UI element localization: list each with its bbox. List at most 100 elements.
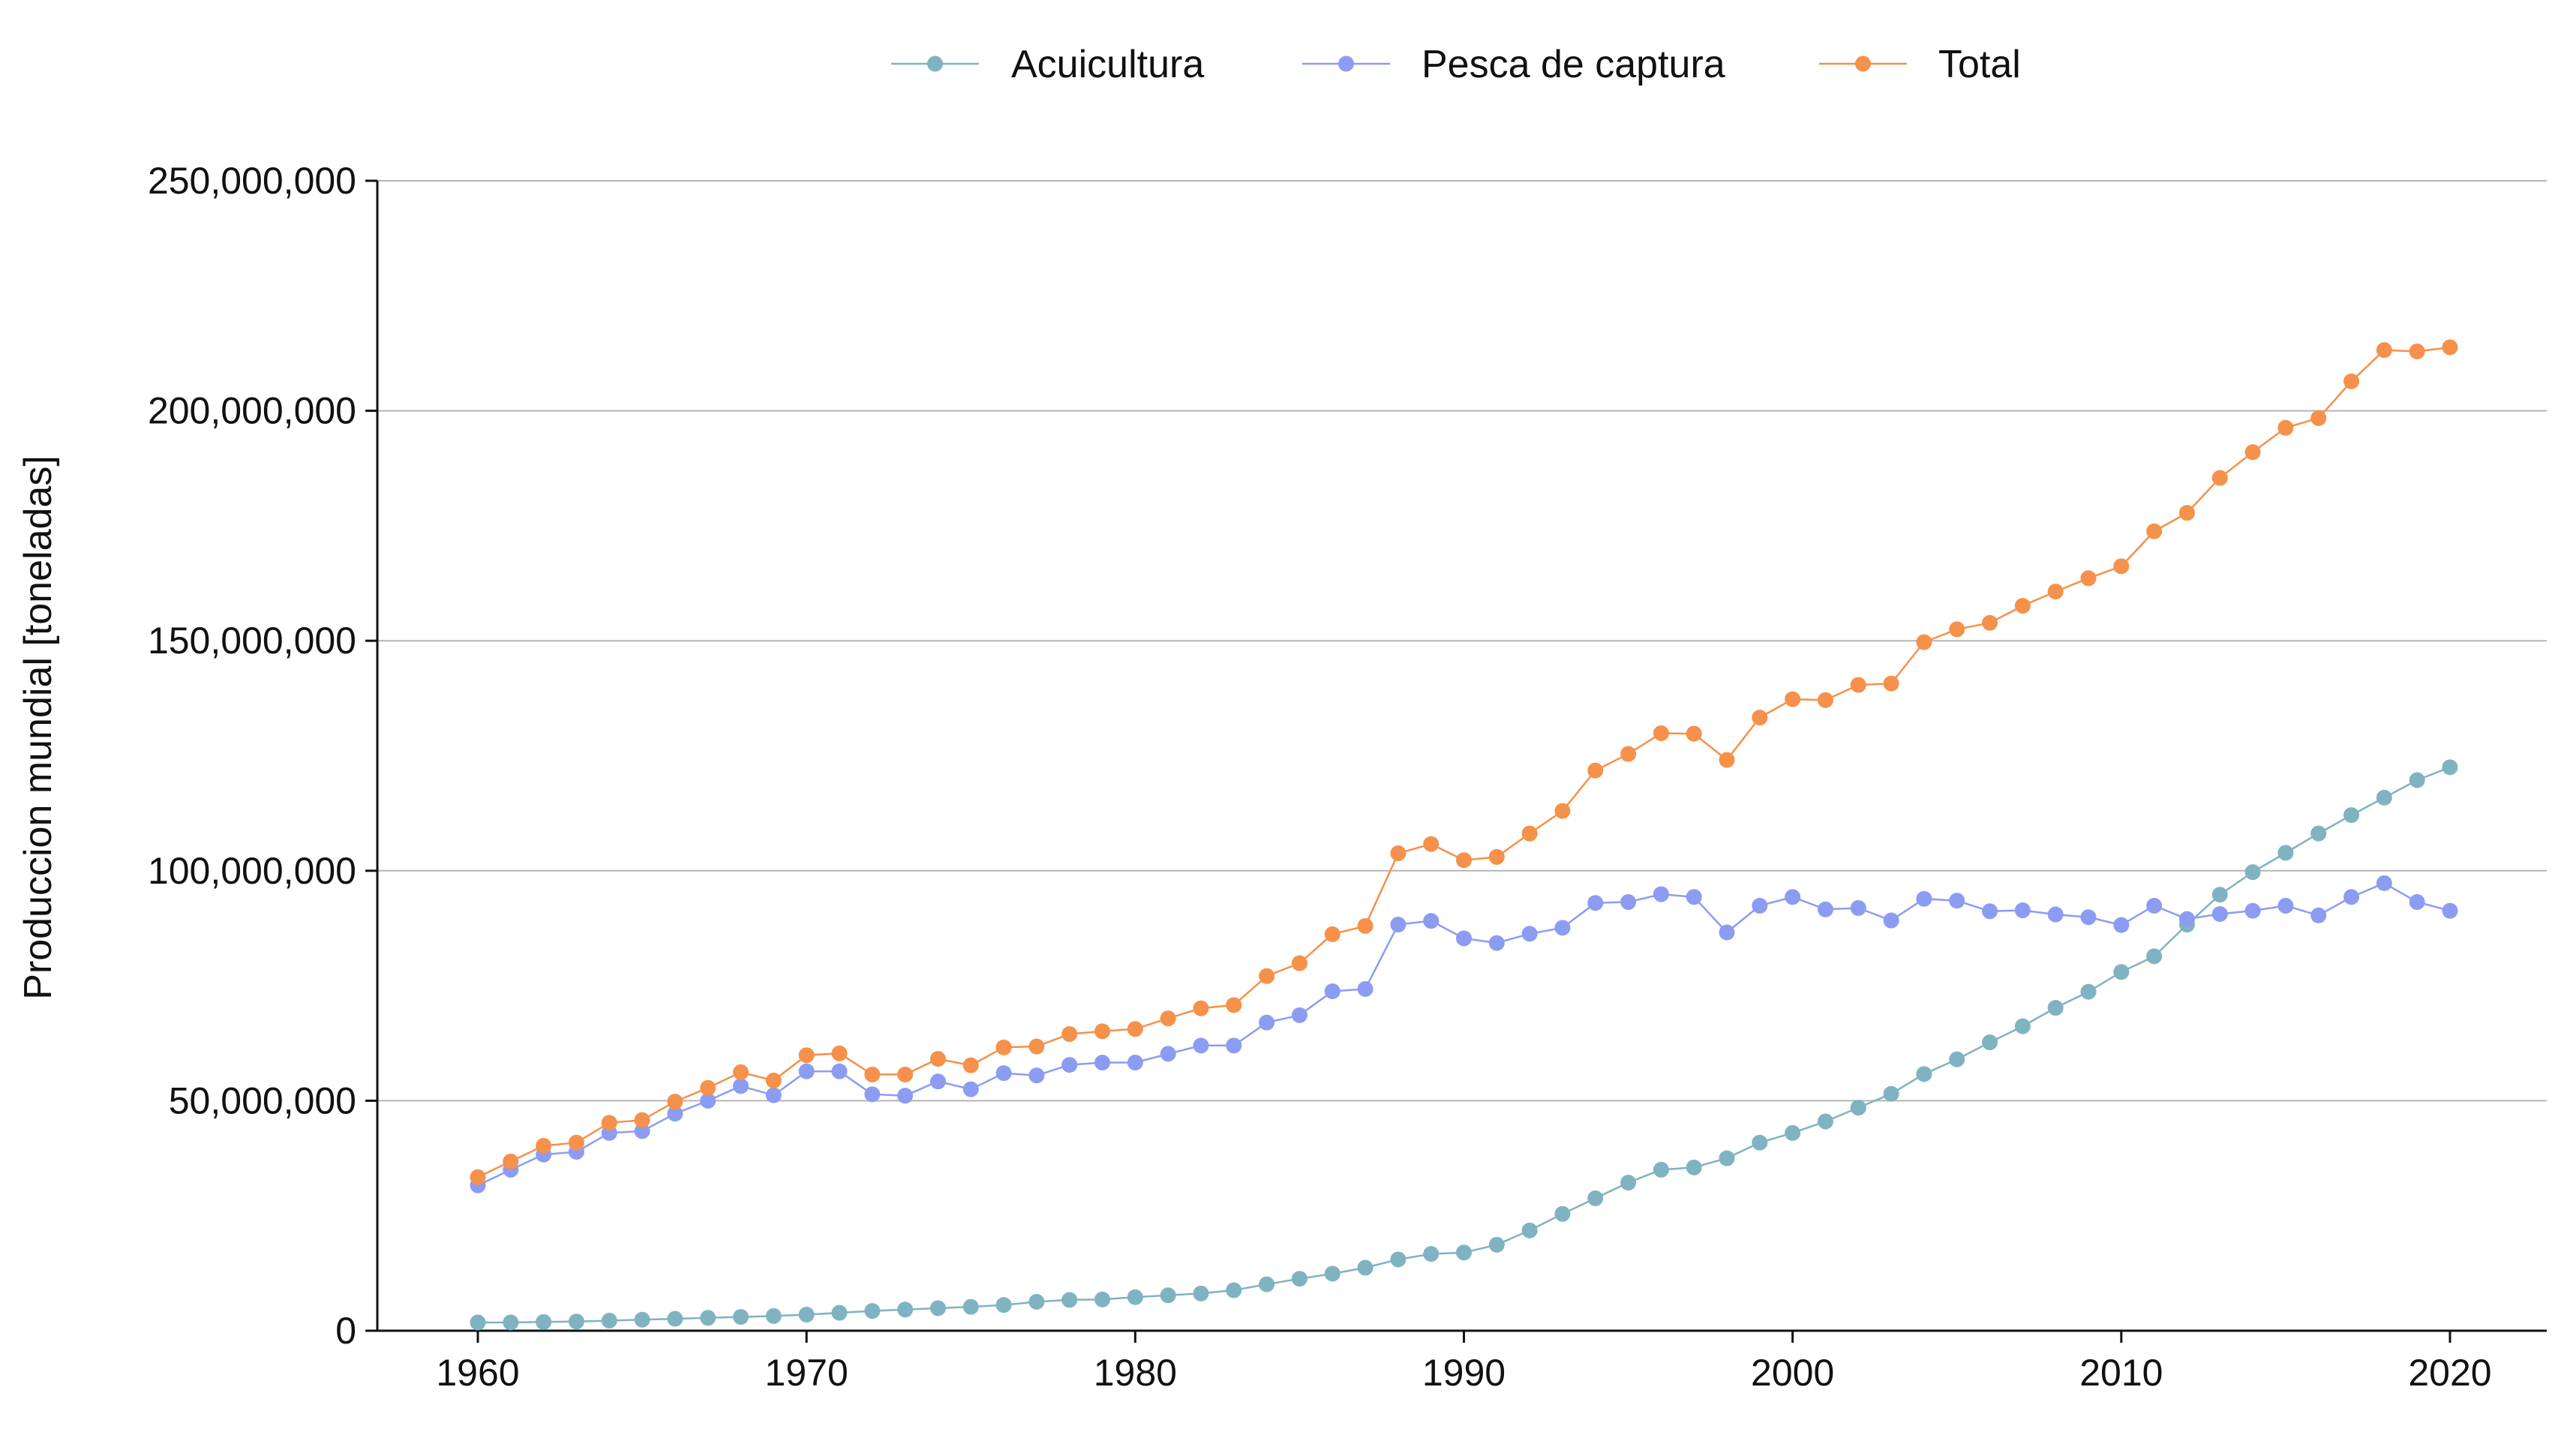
data-point-acuicultura — [1160, 1287, 1176, 1304]
data-point-total — [667, 1094, 683, 1110]
data-point-total — [2442, 339, 2458, 356]
data-point-total — [2178, 505, 2195, 521]
data-point-acuicultura — [1653, 1161, 1669, 1178]
data-point-pesca-de-captura — [1982, 903, 1998, 920]
data-point-acuicultura — [1259, 1276, 1275, 1292]
data-point-pesca-de-captura — [2343, 889, 2360, 905]
data-point-pesca-de-captura — [1061, 1057, 1078, 1073]
data-point-acuicultura — [503, 1314, 519, 1331]
legend-label-acuicultura: Acuicultura — [1011, 43, 1204, 86]
data-point-total — [470, 1169, 486, 1185]
data-point-total — [1127, 1021, 1143, 1037]
data-point-total — [897, 1066, 914, 1082]
data-point-total — [1028, 1038, 1045, 1055]
data-point-pesca-de-captura — [1357, 980, 1374, 997]
data-point-total — [634, 1112, 650, 1128]
data-point-total — [1094, 1023, 1111, 1040]
data-point-total — [1324, 926, 1341, 942]
x-tick-label: 1960 — [436, 1352, 519, 1394]
data-point-total — [1817, 692, 1833, 708]
data-point-total — [2146, 523, 2163, 539]
data-point-pesca-de-captura — [1719, 924, 1735, 941]
data-point-acuicultura — [1521, 1222, 1538, 1238]
data-point-pesca-de-captura — [1127, 1055, 1143, 1071]
data-point-total — [1883, 675, 1899, 692]
data-point-pesca-de-captura — [1686, 889, 1702, 905]
data-point-pesca-de-captura — [962, 1081, 979, 1097]
data-point-total — [1521, 825, 1538, 842]
data-point-pesca-de-captura — [1193, 1037, 1209, 1054]
data-point-acuicultura — [667, 1310, 683, 1327]
series-acuicultura — [470, 759, 2458, 1331]
data-point-acuicultura — [798, 1307, 815, 1323]
data-point-acuicultura — [2310, 825, 2327, 842]
data-point-total — [1061, 1025, 1078, 1042]
data-point-pesca-de-captura — [2014, 902, 2031, 919]
data-point-total — [2113, 558, 2130, 575]
data-point-acuicultura — [864, 1303, 881, 1319]
data-point-acuicultura — [1291, 1271, 1308, 1287]
data-point-acuicultura — [1028, 1293, 1045, 1310]
data-point-pesca-de-captura — [2277, 897, 2294, 914]
data-point-pesca-de-captura — [2409, 893, 2425, 910]
data-point-total — [1916, 634, 1932, 650]
data-point-pesca-de-captura — [1259, 1014, 1275, 1031]
data-point-pesca-de-captura — [929, 1073, 946, 1090]
series-total — [470, 339, 2458, 1185]
data-point-total — [2310, 410, 2327, 426]
data-point-total — [1850, 677, 1866, 693]
legend-item-pesca-de-captura: Pesca de captura — [1302, 43, 1725, 86]
data-point-pesca-de-captura — [1094, 1055, 1111, 1071]
data-point-total — [2047, 584, 2064, 600]
data-point-total — [568, 1134, 584, 1151]
data-point-total — [2211, 470, 2228, 486]
data-point-acuicultura — [765, 1307, 782, 1324]
data-point-pesca-de-captura — [864, 1086, 881, 1103]
data-point-acuicultura — [1752, 1134, 1768, 1151]
data-point-pesca-de-captura — [733, 1078, 749, 1094]
y-tick-label: 150,000,000 — [148, 620, 356, 662]
data-point-pesca-de-captura — [765, 1087, 782, 1103]
data-point-acuicultura — [1883, 1085, 1899, 1102]
data-point-total — [2376, 342, 2392, 359]
data-point-pesca-de-captura — [1521, 926, 1538, 942]
data-point-acuicultura — [2277, 845, 2294, 861]
data-point-pesca-de-captura — [995, 1065, 1012, 1082]
data-point-total — [995, 1039, 1012, 1055]
data-point-acuicultura — [1226, 1282, 1242, 1298]
data-point-pesca-de-captura — [831, 1063, 848, 1079]
data-point-acuicultura — [897, 1301, 914, 1318]
y-tick-label: 0 — [335, 1310, 356, 1352]
data-point-acuicultura — [1686, 1159, 1702, 1175]
data-point-pesca-de-captura — [1949, 893, 1965, 909]
data-point-total — [2244, 444, 2261, 461]
legend: Acuicultura Pesca de captura Total — [891, 43, 2021, 86]
data-point-total — [1587, 762, 1604, 779]
data-point-acuicultura — [1324, 1265, 1341, 1282]
data-point-acuicultura — [1785, 1124, 1801, 1141]
data-point-total — [733, 1064, 749, 1080]
data-point-total — [1226, 997, 1242, 1013]
data-point-pesca-de-captura — [1160, 1046, 1176, 1062]
data-point-total — [929, 1051, 946, 1067]
data-point-acuicultura — [2080, 983, 2097, 1000]
data-point-total — [2014, 598, 2031, 614]
axes: 0 50,000,000 100,000,000 150,000,000 200,000… — [148, 160, 2547, 1394]
data-point-pesca-de-captura — [897, 1088, 914, 1104]
data-point-acuicultura — [2343, 807, 2360, 824]
data-point-total — [1982, 614, 1998, 631]
data-point-acuicultura — [2014, 1018, 2031, 1034]
data-point-acuicultura — [568, 1313, 584, 1330]
legend-label-pesca-de-captura: Pesca de captura — [1422, 43, 1725, 86]
data-point-acuicultura — [1719, 1150, 1735, 1166]
data-point-acuicultura — [733, 1309, 749, 1325]
data-point-total — [1259, 968, 1275, 984]
data-point-pesca-de-captura — [2113, 917, 2130, 933]
data-point-acuicultura — [962, 1298, 979, 1315]
data-point-total — [1456, 852, 1472, 869]
data-point-pesca-de-captura — [667, 1106, 683, 1122]
legend-marker-total — [1855, 56, 1871, 72]
data-point-total — [831, 1045, 848, 1061]
data-point-pesca-de-captura — [2244, 902, 2261, 919]
data-point-acuicultura — [995, 1297, 1012, 1313]
